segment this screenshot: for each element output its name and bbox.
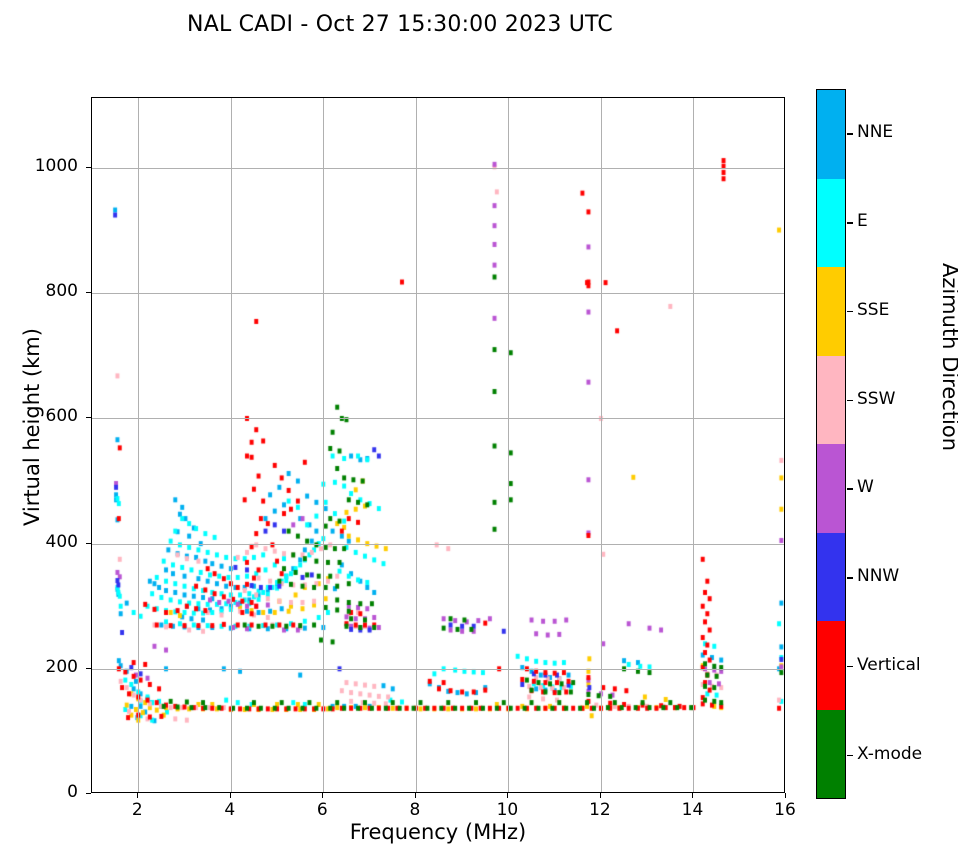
- y-tick-label: 0: [67, 782, 78, 802]
- gridline-horizontal: [92, 668, 784, 670]
- colorbar-segment-vertical: [817, 621, 845, 711]
- x-tick: [692, 793, 694, 798]
- gridline-horizontal: [92, 418, 784, 420]
- gridline-horizontal: [92, 543, 784, 545]
- colorbar-tick: [847, 488, 853, 490]
- x-tick: [322, 793, 324, 798]
- gridline-horizontal: [92, 168, 784, 170]
- azimuth-colorbar: [816, 89, 846, 799]
- y-tick: [86, 417, 91, 419]
- colorbar-segment-sse: [817, 267, 845, 357]
- x-tick-label: 6: [316, 800, 328, 820]
- x-tick: [599, 793, 601, 798]
- x-axis-label: Frequency (MHz): [349, 820, 527, 844]
- gridline-vertical: [415, 98, 417, 792]
- x-tick: [507, 793, 509, 798]
- gridline-vertical: [230, 98, 232, 792]
- x-tick-label: 12: [589, 800, 611, 820]
- y-tick: [86, 542, 91, 544]
- x-tick-label: 14: [681, 800, 704, 820]
- x-tick: [229, 793, 231, 798]
- colorbar-segment-nne: [817, 90, 845, 180]
- x-tick-label: 16: [774, 800, 796, 820]
- colorbar-tick: [847, 399, 853, 402]
- colorbar-segment-ssw: [817, 355, 845, 446]
- y-tick-label: 600: [45, 406, 78, 427]
- colorbar-segment-x-mode: [817, 709, 845, 798]
- colorbar-label-e: E: [857, 211, 868, 232]
- gridline-vertical: [323, 98, 325, 792]
- colorbar-label-x-mode: X-mode: [857, 743, 923, 764]
- colorbar-tick: [847, 577, 853, 579]
- colorbar-label-vertical: Vertical: [857, 654, 921, 675]
- gridline-vertical: [138, 98, 140, 792]
- y-tick-label: 800: [45, 281, 78, 302]
- gridline-vertical: [693, 98, 695, 792]
- y-tick-label: 200: [45, 656, 78, 677]
- page-title: NAL CADI - Oct 27 15:30:00 2023 UTC: [187, 12, 613, 37]
- colorbar-tick: [847, 133, 853, 135]
- colorbar-tick: [847, 754, 853, 757]
- gridline-horizontal: [92, 293, 784, 295]
- colorbar-label-ssw: SSW: [857, 388, 896, 409]
- colorbar-tick: [847, 310, 853, 313]
- y-tick-label: 400: [45, 531, 78, 552]
- colorbar-label: Azimuth Direction: [938, 262, 958, 452]
- x-tick: [137, 793, 139, 798]
- gridline-vertical: [508, 98, 510, 792]
- y-tick: [86, 667, 91, 669]
- y-tick-label: 1000: [34, 156, 78, 177]
- y-axis-label: Virtual height (km): [20, 328, 44, 526]
- ionogram-scatter-canvas: [92, 98, 784, 792]
- x-tick-label: 2: [131, 800, 143, 820]
- colorbar-label-sse: SSE: [857, 299, 890, 320]
- colorbar-tick: [847, 222, 853, 224]
- colorbar-segment-w: [817, 444, 845, 534]
- x-tick: [785, 793, 786, 798]
- y-tick: [86, 167, 91, 169]
- colorbar-label-nne: NNE: [857, 122, 894, 143]
- colorbar-label-w: W: [857, 477, 874, 498]
- y-tick: [86, 793, 91, 794]
- y-tick: [86, 292, 91, 294]
- ionogram-plot-area: [91, 97, 785, 793]
- x-tick: [414, 793, 416, 798]
- colorbar-segment-nnw: [817, 532, 845, 623]
- x-tick-label: 10: [496, 800, 519, 820]
- colorbar-tick: [847, 665, 853, 668]
- gridline-vertical: [600, 98, 602, 792]
- x-tick-label: 8: [409, 800, 421, 820]
- colorbar-label-nnw: NNW: [857, 566, 900, 587]
- x-tick-label: 4: [224, 800, 236, 820]
- colorbar-segment-e: [817, 178, 845, 269]
